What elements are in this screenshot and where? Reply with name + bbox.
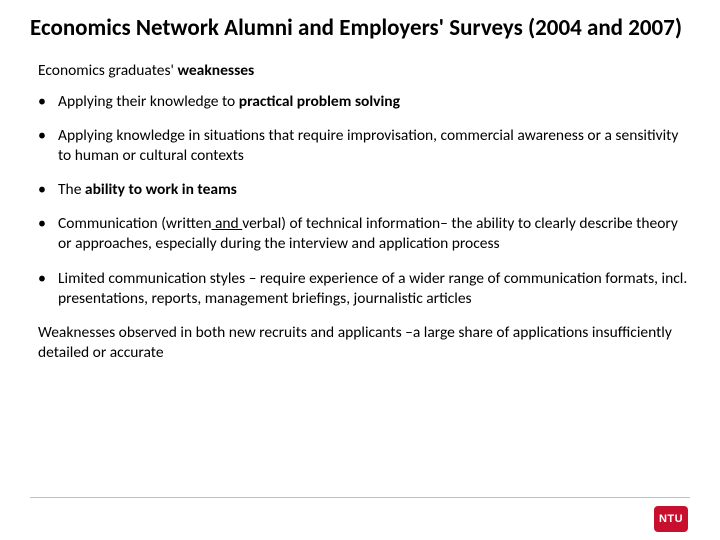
subheading-prefix: Economics graduates' [38, 61, 177, 80]
ntu-logo: NTU [654, 506, 688, 532]
bullet-list: Applying their knowledge to practical pr… [30, 92, 690, 309]
bullet-text: Limited communication styles – require e… [58, 269, 687, 308]
subheading-bold: weaknesses [177, 61, 254, 80]
bullet-text: Applying knowledge in situations that re… [58, 126, 678, 165]
slide-body: Economics Network Alumni and Employers' … [0, 0, 720, 363]
bullet-item: Applying their knowledge to practical pr… [38, 92, 690, 112]
closing-paragraph: Weaknesses observed in both new recruits… [30, 323, 690, 363]
bullet-text: Communication (written [58, 214, 211, 233]
bullet-item: Applying knowledge in situations that re… [38, 126, 690, 166]
bullet-item: The ability to work in teams [38, 180, 690, 200]
subheading: Economics graduates' weaknesses [30, 61, 690, 80]
bullet-bold: practical problem solving [239, 92, 400, 111]
bullet-text: The [58, 180, 85, 199]
bullet-item: Communication (written and verbal) of te… [38, 214, 690, 254]
slide-title: Economics Network Alumni and Employers' … [30, 14, 690, 43]
bullet-underline: and [211, 214, 242, 233]
bullet-item: Limited communication styles – require e… [38, 269, 690, 309]
ntu-logo-text: NTU [659, 513, 683, 525]
footer-divider [30, 497, 690, 498]
bullet-bold: ability to work in teams [85, 180, 237, 199]
bullet-text: Applying their knowledge to [58, 92, 239, 111]
